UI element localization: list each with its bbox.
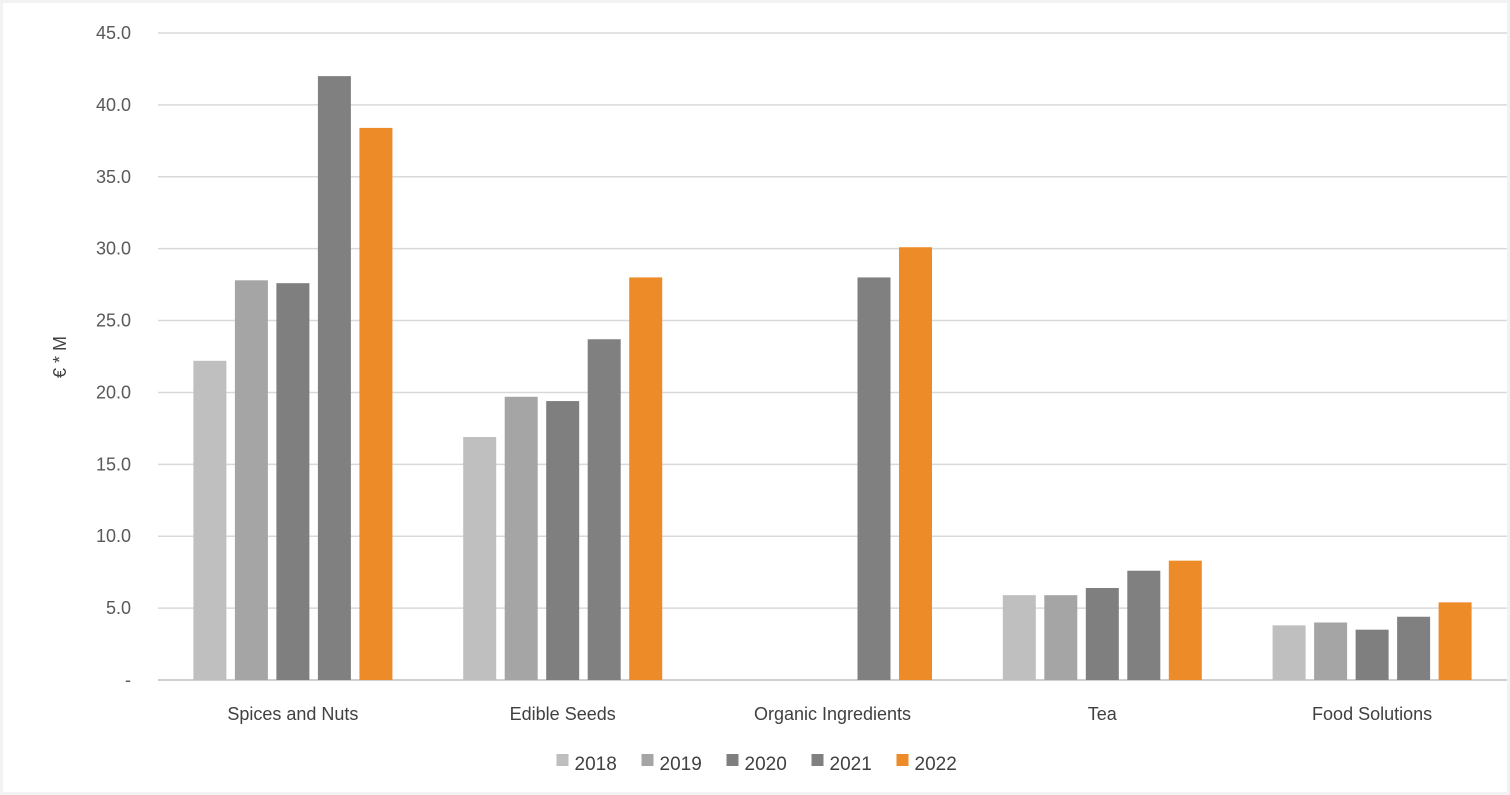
legend-swatch: [556, 754, 569, 766]
bar: [629, 277, 663, 680]
y-tick-label: 15.0: [96, 454, 131, 474]
y-axis-label: € * M: [50, 336, 70, 378]
y-tick-label: 45.0: [96, 23, 131, 43]
bar: [587, 339, 621, 680]
bar: [276, 283, 310, 680]
bar: [1397, 616, 1431, 680]
y-tick-label: 40.0: [96, 95, 131, 115]
bar: [193, 360, 227, 680]
chart-panel: - 5.0 10.0 15.0 20.0 25.0 30.0 35.0 40.0 45.0 Spi…: [3, 3, 1507, 792]
y-tick-label: 35.0: [96, 167, 131, 187]
legend-label: 2021: [830, 754, 872, 775]
bar: [899, 247, 932, 680]
legend-swatch: [811, 754, 824, 766]
y-tick-label: 5.0: [106, 598, 131, 618]
bar: [463, 437, 497, 680]
bar: [546, 401, 580, 680]
bar: [1002, 595, 1036, 680]
legend-swatch: [726, 754, 739, 766]
bar: [359, 127, 393, 681]
legend-swatch: [641, 754, 654, 766]
x-category-label: Spices and Nuts: [227, 704, 358, 724]
legend-label: 2022: [915, 754, 957, 775]
y-tick-label: 20.0: [96, 382, 131, 402]
x-category-label: Organic Ingredients: [754, 704, 911, 724]
bar: [1044, 595, 1078, 680]
bar: [1085, 587, 1119, 680]
x-axis-categories: Spices and Nuts Edible Seeds Organic Ingre…: [227, 704, 1432, 724]
y-axis-ticks: - 5.0 10.0 15.0 20.0 25.0 30.0 35.0 40.0 45.0: [96, 23, 131, 690]
y-tick-label: 10.0: [96, 526, 131, 546]
bar: [1355, 629, 1389, 680]
legend-label: 2020: [745, 754, 787, 775]
bar: [504, 396, 538, 680]
bar: [1438, 602, 1472, 680]
bar: [234, 280, 268, 680]
x-category-label: Food Solutions: [1312, 704, 1432, 724]
legend: 2018 2019 2020 2021 2022: [556, 754, 957, 775]
x-category-label: Edible Seeds: [510, 704, 616, 724]
x-category-label: Tea: [1088, 704, 1118, 724]
bar: [1168, 560, 1202, 680]
bar: [317, 76, 351, 681]
y-tick-label: 30.0: [96, 239, 131, 259]
bar: [1314, 622, 1348, 680]
bars: [193, 76, 1472, 681]
y-tick-label: 25.0: [96, 311, 131, 331]
legend-label: 2018: [575, 754, 617, 775]
y-tick-label: -: [125, 670, 131, 690]
bar: [1272, 625, 1306, 680]
legend-swatch: [896, 754, 909, 766]
bar: [857, 277, 891, 680]
bar-chart: - 5.0 10.0 15.0 20.0 25.0 30.0 35.0 40.0 45.0 Spi…: [50, 23, 1507, 775]
bar: [1127, 570, 1161, 680]
legend-label: 2019: [660, 754, 702, 775]
